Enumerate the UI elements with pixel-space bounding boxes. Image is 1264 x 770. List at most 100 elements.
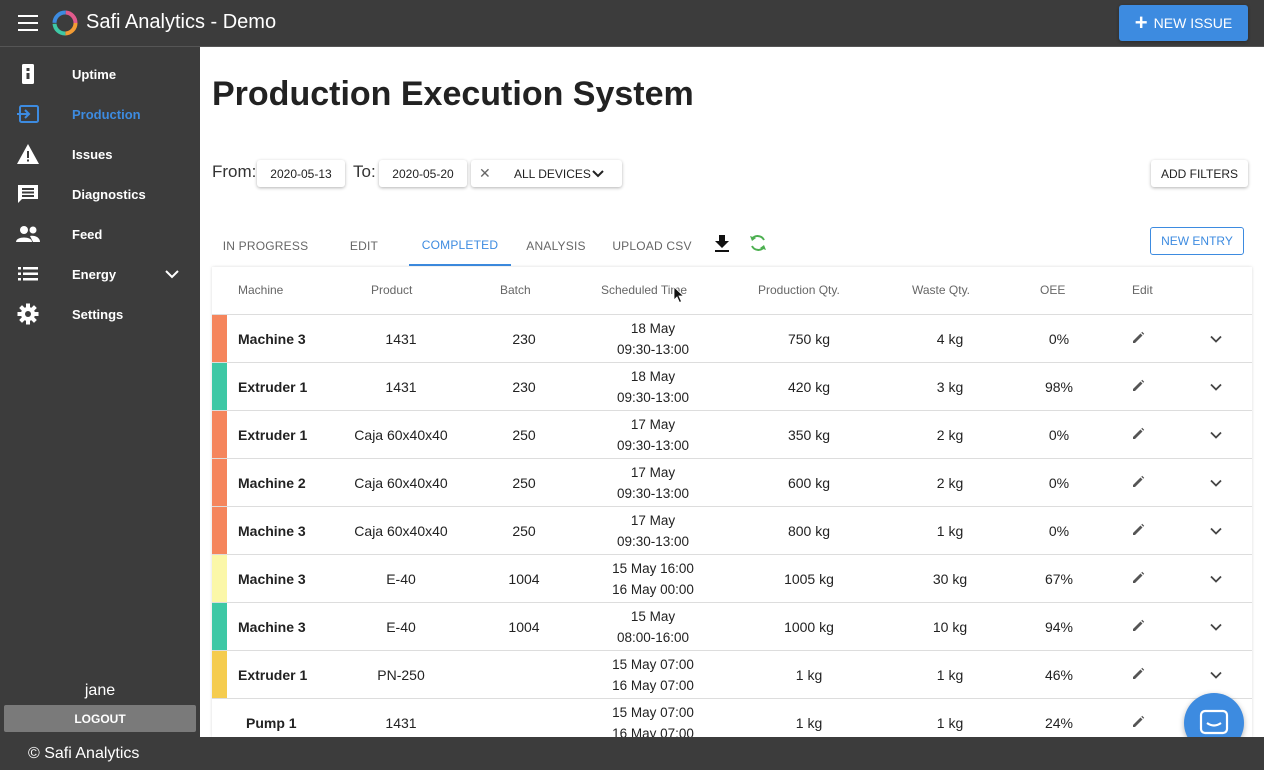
cell-oee: 0% [1048,474,1070,491]
table-row[interactable]: Extruder 1 Caja 60x40x40 250 17 May 09:30-13… [212,411,1252,459]
cell-machine: Machine 3 [238,618,306,635]
row-status-color-bar [212,699,227,737]
tab-analysis[interactable]: ANALYSIS [526,239,586,253]
column-header-batch[interactable]: Batch [500,283,531,297]
scheduled-time-line-2: 09:30-13:00 [616,341,690,357]
gear-icon [16,302,40,326]
sidebar-item-production[interactable]: Production [0,94,200,134]
table-row[interactable]: Machine 3 E-40 1004 15 May 16:00 16 May 00:0… [212,555,1252,603]
column-header-production-qty[interactable]: Production Qty. [758,283,840,297]
cell-scheduled-time: 17 May 09:30-13:00 [588,459,718,506]
footer: © Safi Analytics [0,737,1264,770]
table-row[interactable]: Extruder 1 PN-250 15 May 07:00 16 May 07:00… [212,651,1252,699]
column-header-product[interactable]: Product [371,283,413,297]
edit-icon[interactable] [1131,331,1145,345]
menu-icon[interactable] [18,15,38,31]
cell-oee: 67% [1044,570,1074,587]
edit-icon[interactable] [1131,619,1145,633]
sidebar-item-feed[interactable]: Feed [0,214,200,254]
cell-batch: 250 [512,474,536,491]
scheduled-time-line-2: 16 May 07:00 [612,725,694,738]
expand-row-chevron-icon[interactable] [1209,668,1223,682]
edit-icon[interactable] [1131,715,1145,729]
row-status-color-bar [212,651,227,698]
tab-in-progress[interactable]: IN PROGRESS [222,239,309,253]
sidebar: Uptime Production Issues Diagnostics Fee… [0,47,200,737]
sidebar-item-issues[interactable]: Issues [0,134,200,174]
logout-button[interactable]: LOGOUT [4,705,196,732]
cell-scheduled-time: 17 May 09:30-13:00 [588,507,718,554]
expand-row-chevron-icon[interactable] [1209,332,1223,346]
devices-select[interactable]: ✕ ALL DEVICES [471,160,622,187]
edit-icon[interactable] [1131,427,1145,441]
cell-waste-qty: 2 kg [936,474,964,491]
page-title: Production Execution System [212,75,694,113]
edit-icon[interactable] [1131,667,1145,681]
cell-product: PN-250 [377,666,425,683]
table-row[interactable]: Machine 3 Caja 60x40x40 250 17 May 09:30-13:… [212,507,1252,555]
expand-row-chevron-icon[interactable] [1209,572,1223,586]
cell-oee: 98% [1044,378,1074,395]
cell-product: Caja 60x40x40 [354,522,448,539]
cell-scheduled-time: 15 May 08:00-16:00 [588,603,718,650]
cell-batch: 1004 [508,618,540,635]
sidebar-item-uptime[interactable]: Uptime [0,54,200,94]
edit-icon[interactable] [1131,523,1145,537]
sidebar-item-settings[interactable]: Settings [0,294,200,334]
new-entry-button[interactable]: NEW ENTRY [1150,227,1244,255]
sidebar-item-diagnostics[interactable]: Diagnostics [0,174,200,214]
cell-scheduled-time: 15 May 16:00 16 May 00:00 [588,555,718,602]
expand-row-chevron-icon[interactable] [1209,620,1223,634]
table-header: Machine Product Batch Scheduled Time Pro… [212,267,1252,315]
edit-icon[interactable] [1131,475,1145,489]
sidebar-item-energy[interactable]: Energy [0,254,200,294]
row-status-color-bar [212,459,227,506]
cell-scheduled-time: 18 May 09:30-13:00 [588,315,718,362]
edit-icon[interactable] [1131,571,1145,585]
scheduled-time-line-1: 17 May [630,512,676,528]
to-date-field[interactable]: 2020-05-20 [379,160,467,187]
from-date-field[interactable]: 2020-05-13 [257,160,345,187]
column-header-scheduled-time[interactable]: Scheduled Time [601,283,688,297]
table-row[interactable]: Machine 3 1431 230 18 May 09:30-13:00 750 kg 4… [212,315,1252,363]
cell-machine: Pump 1 [246,714,297,731]
column-header-waste-qty[interactable]: Waste Qty. [912,283,971,297]
clear-icon[interactable]: ✕ [479,165,491,181]
expand-row-chevron-icon[interactable] [1209,428,1223,442]
tab-upload-csv[interactable]: UPLOAD CSV [612,239,692,253]
sidebar-item-label: Feed [72,226,103,242]
user-name: jane [84,682,116,699]
cell-product: E-40 [386,570,416,587]
cell-product: 1431 [385,330,417,347]
expand-row-chevron-icon[interactable] [1209,524,1223,538]
tab-completed[interactable]: COMPLETED [409,226,511,266]
scheduled-time-line-1: 17 May [630,464,676,480]
expand-row-chevron-icon[interactable] [1209,476,1223,490]
refresh-icon[interactable] [748,233,768,253]
download-icon[interactable] [712,233,732,253]
tab-edit[interactable]: EDIT [349,239,379,253]
column-header-machine[interactable]: Machine [238,283,284,297]
cell-scheduled-time: 15 May 07:00 16 May 07:00 [588,651,718,698]
cell-production-qty: 800 kg [787,522,831,539]
table-row[interactable]: Pump 1 1431 15 May 07:00 16 May 07:00 1 kg 1 … [212,699,1252,737]
to-label: To: [353,162,376,181]
expand-row-chevron-icon[interactable] [1209,380,1223,394]
cell-production-qty: 1 kg [795,666,823,683]
scheduled-time-line-2: 09:30-13:00 [616,437,690,453]
edit-icon[interactable] [1131,379,1145,393]
cell-oee: 24% [1044,714,1074,731]
new-issue-button[interactable]: + NEW ISSUE [1119,5,1248,41]
add-filters-button[interactable]: ADD FILTERS [1151,160,1248,187]
sidebar-item-label: Production [72,106,141,122]
table-row[interactable]: Machine 2 Caja 60x40x40 250 17 May 09:30-13:… [212,459,1252,507]
scheduled-time-line-1: 15 May 07:00 [612,704,694,720]
cell-production-qty: 1000 kg [784,618,834,635]
column-header-oee[interactable]: OEE [1040,283,1066,297]
table-row[interactable]: Extruder 1 1431 230 18 May 09:30-13:00 420 kg… [212,363,1252,411]
row-status-color-bar [212,603,227,650]
cell-machine: Extruder 1 [238,378,308,395]
plus-icon: + [1134,10,1148,35]
chevron-down-icon[interactable] [164,266,180,282]
table-row[interactable]: Machine 3 E-40 1004 15 May 08:00-16:00 1000 k… [212,603,1252,651]
